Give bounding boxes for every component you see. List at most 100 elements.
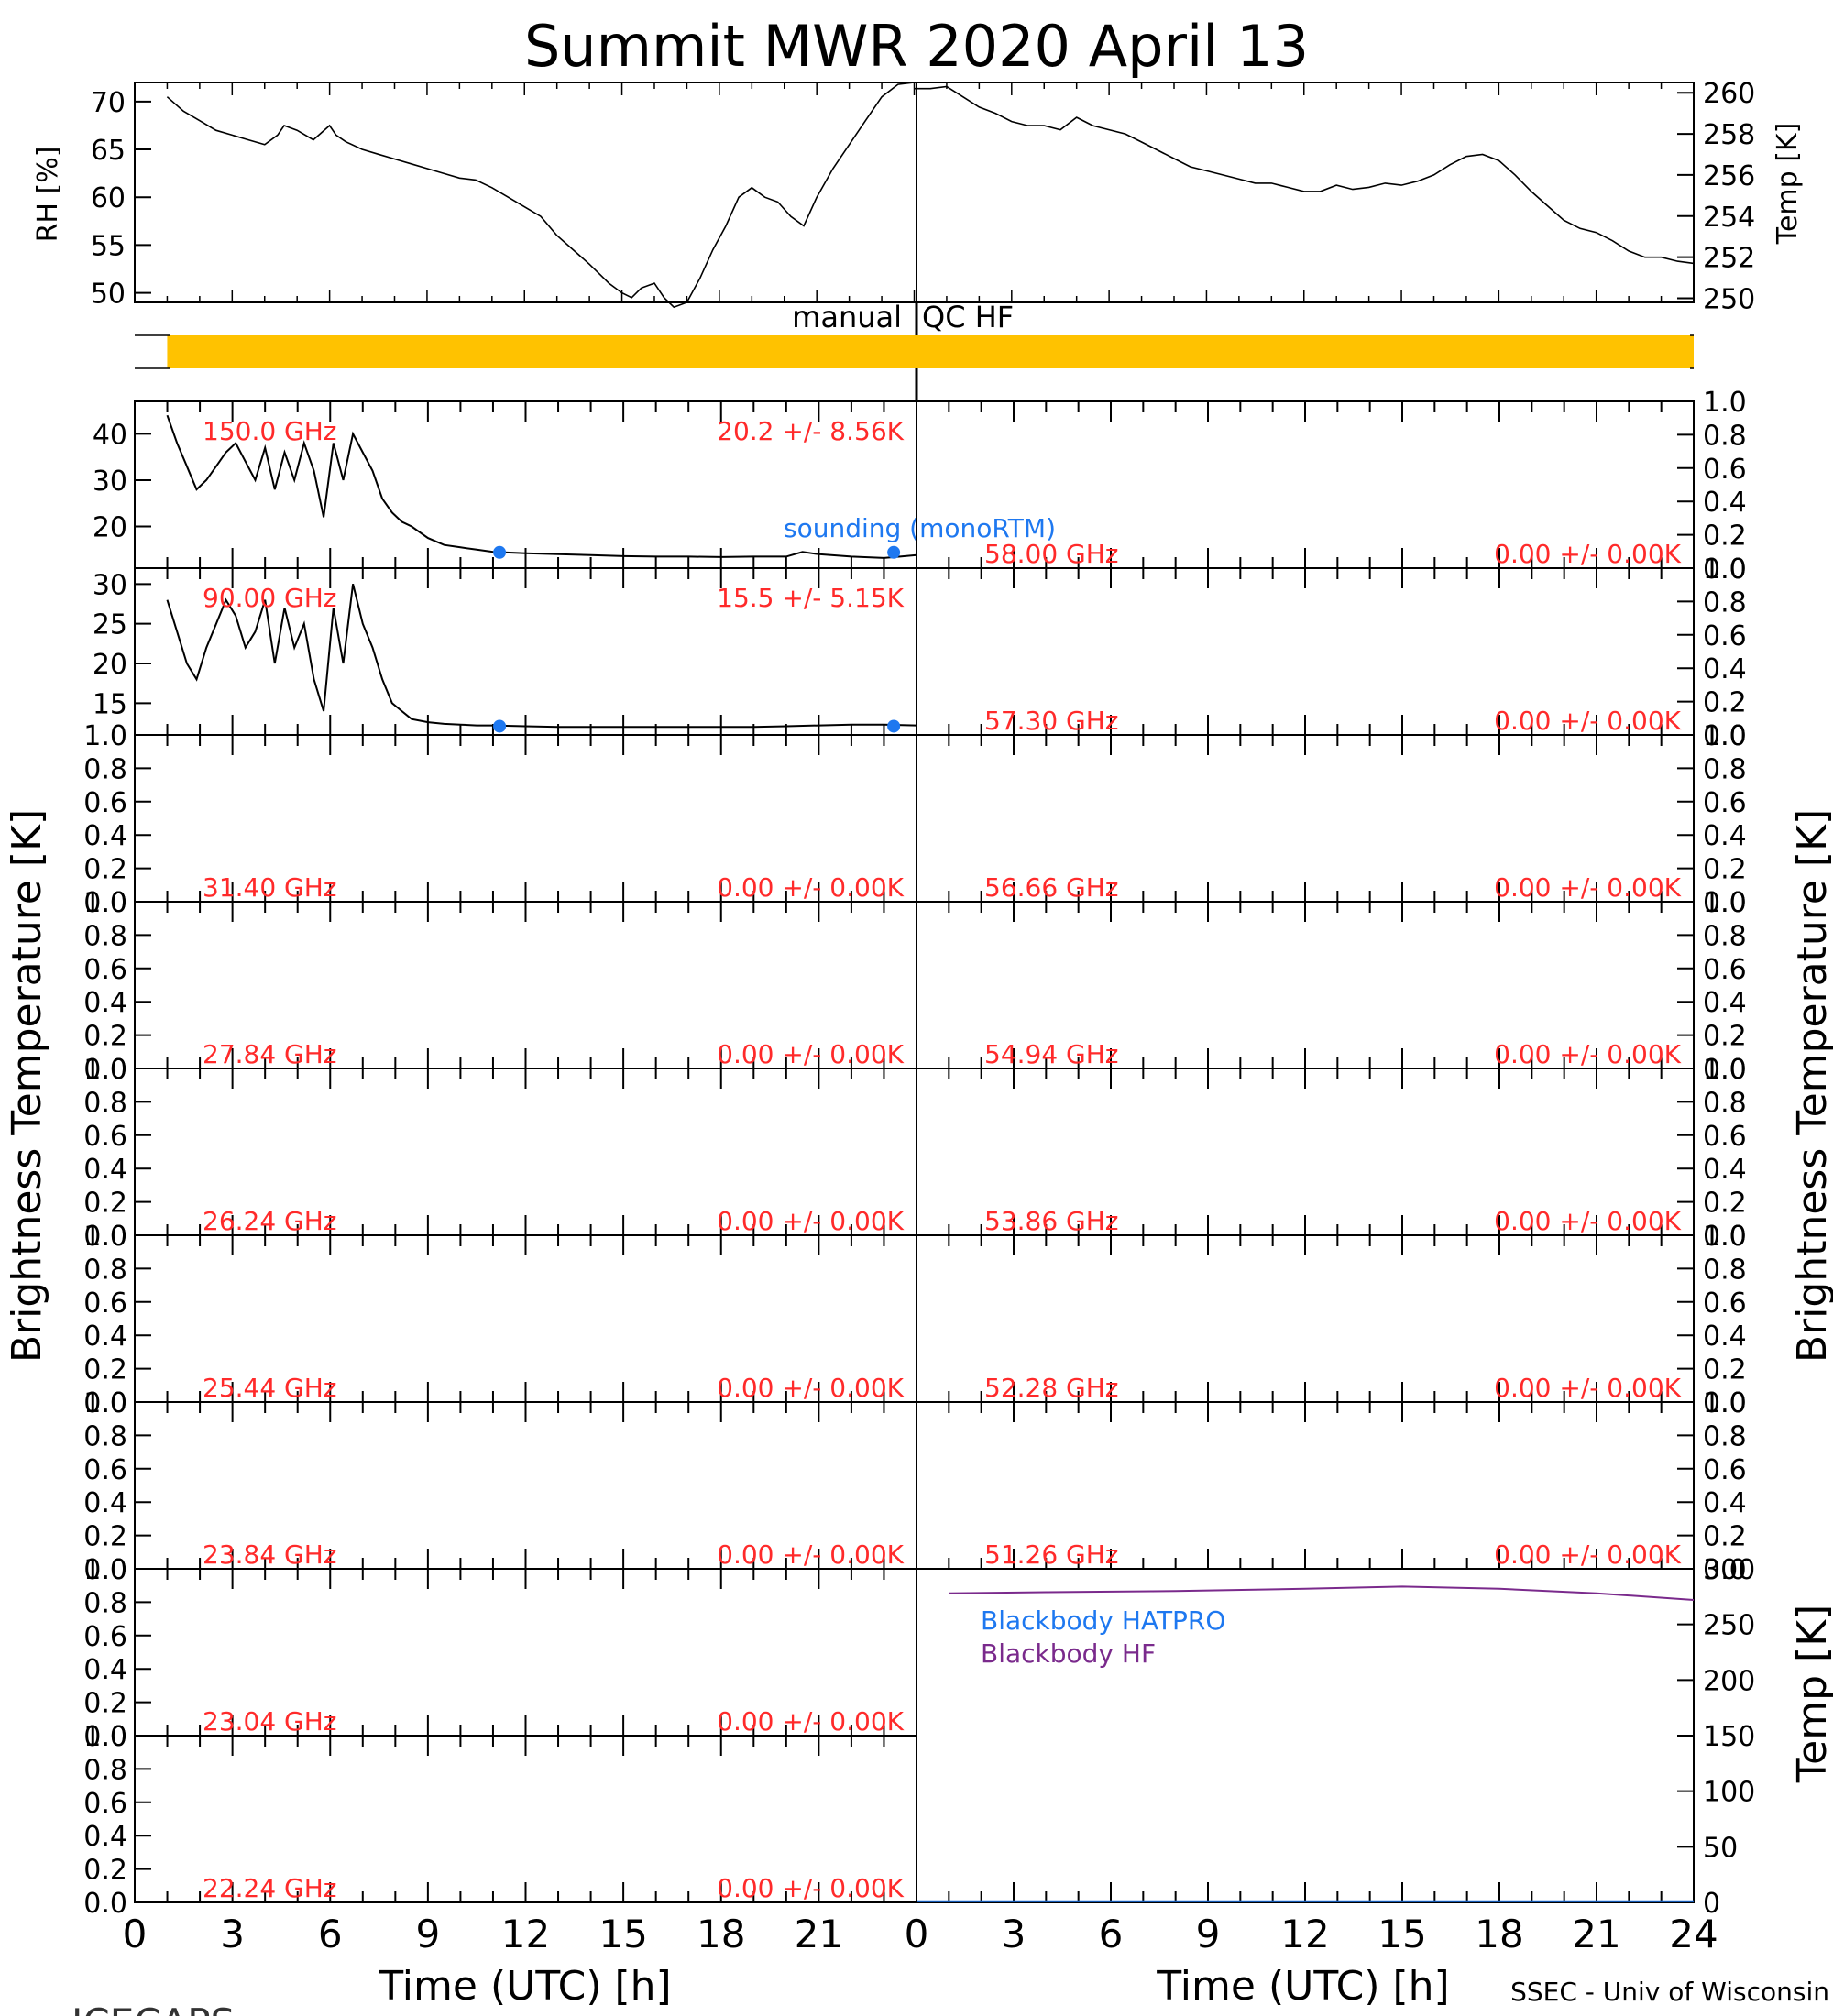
tb-y-tick-label: 0.8 (83, 920, 127, 952)
tb-panel-right-6: 0.00.20.40.60.81.052.28 GHz 0.00 +/- 0.00… (916, 1221, 1747, 1419)
blackbody-y-tick-label: 150 (1703, 1721, 1755, 1753)
time-tick-label-right: 3 (1002, 1912, 1026, 1956)
tb-stats-label: 0.00 +/- 0.00K (1494, 706, 1681, 736)
tb-panel-right-5: 0.00.20.40.60.81.053.86 GHz 0.00 +/- 0.00… (916, 1054, 1747, 1253)
frequency-label: 51.26 GHz (984, 1539, 1119, 1570)
tb-ylabel-left: Brightness Temperature [K] (4, 809, 50, 1363)
tb-y-tick-label: 0.0 (83, 1387, 127, 1419)
tb-y-tick-label: 0.0 (83, 1221, 127, 1253)
tb-y-tick-label: 1.0 (1703, 720, 1747, 752)
tb-y-tick-label: 0.0 (83, 1054, 127, 1086)
tb-y-tick-label: 1.0 (83, 1054, 127, 1086)
temp-series-line (914, 85, 1695, 265)
rh-tick-label: 65 (91, 135, 126, 167)
frequency-label: 23.84 GHz (203, 1539, 337, 1570)
tb-y-tick-label: 0.6 (83, 1121, 127, 1153)
tb-y-tick-label: 0.0 (83, 887, 127, 919)
frequency-label: 27.84 GHz (203, 1039, 337, 1069)
tb-y-tick-label: 0.0 (83, 1721, 127, 1753)
tb-stats-label: 0.00 +/- 0.00K (717, 1206, 904, 1236)
blackbody-y-tick-label: 100 (1703, 1777, 1755, 1809)
temp-axis-label: Temp [K] (1772, 123, 1804, 246)
tb-panel-left-3: 0.00.20.40.60.81.031.40 GHz 0.00 +/- 0.00… (83, 720, 917, 919)
tb-y-tick-label: 0.6 (1703, 954, 1747, 986)
tb-y-tick-label: 0.4 (1703, 820, 1747, 852)
time-tick-label-right: 0 (905, 1912, 929, 1956)
temp-tick-label: 252 (1703, 243, 1755, 275)
tb-y-tick-label: 0.0 (83, 1554, 127, 1586)
blackbody-y-tick-label: 250 (1703, 1610, 1755, 1642)
qc-row-label-left: manual (792, 300, 902, 334)
tb-y-tick-label: 1.0 (83, 887, 127, 919)
tb-y-tick-label: 0.2 (1703, 854, 1747, 886)
tb-y-tick-label: 0.0 (1703, 1221, 1747, 1253)
tb-stats-label: 0.00 +/- 0.00K (717, 872, 904, 903)
frequency-label: 23.04 GHz (203, 1706, 337, 1737)
tb-panel-left-7: 0.00.20.40.60.81.023.84 GHz 0.00 +/- 0.00… (83, 1387, 917, 1586)
tb-y-tick-label: 0.4 (83, 1320, 127, 1353)
tb-y-tick-label: 0.8 (1703, 1254, 1747, 1286)
time-tick-label-right: 15 (1377, 1912, 1426, 1956)
tb-y-tick-label: 0.4 (1703, 1154, 1747, 1186)
tb-y-tick-label: 1.0 (1703, 1387, 1747, 1419)
time-tick-label-right: 18 (1475, 1912, 1523, 1956)
tb-y-tick-label: 0.2 (83, 1855, 127, 1887)
tb-y-tick-label: 0.8 (83, 1087, 127, 1119)
tb-stats-label: 0.00 +/- 0.00K (1494, 539, 1681, 569)
rh-tick-label: 70 (91, 87, 126, 119)
legend-blackbody-hf: Blackbody HF (981, 1638, 1156, 1669)
tb-y-tick-label: 30 (93, 466, 127, 498)
tb-y-tick-label: 0.8 (1703, 753, 1747, 785)
tb-y-tick-label: 0.4 (1703, 987, 1747, 1019)
tb-y-tick-label: 0.0 (83, 1888, 127, 1920)
tb-stats-label: 0.00 +/- 0.00K (717, 1873, 904, 1903)
tb-y-tick-label: 1.0 (83, 1721, 127, 1753)
tb-stats-label: 0.00 +/- 0.00K (1494, 1539, 1681, 1570)
tb-y-tick-label: 0.6 (83, 1788, 127, 1820)
sounding-point (887, 719, 901, 733)
sounding-point (493, 719, 507, 733)
footer-right: SSEC - Univ of Wisconsin (1510, 1977, 1829, 2007)
frequency-label: 56.66 GHz (984, 872, 1119, 903)
sounding-point (887, 545, 901, 559)
rh-series-line (166, 82, 915, 309)
tb-y-tick-label: 0.6 (83, 787, 127, 819)
time-tick-label-right: 24 (1669, 1912, 1718, 1956)
tb-stats-label: 0.00 +/- 0.00K (717, 1373, 904, 1403)
tb-y-tick-label: 1.0 (83, 1554, 127, 1586)
tb-y-tick-label: 1.0 (83, 720, 127, 752)
time-tick-label-right: 6 (1099, 1912, 1124, 1956)
tb-y-tick-label: 0.2 (1703, 1354, 1747, 1386)
tb-panel-right-1: 0.00.20.40.60.81.058.00 GHz 0.00 +/- 0.00… (916, 387, 1747, 586)
time-tick-label-left: 6 (318, 1912, 343, 1956)
time-tick-label-right: 9 (1196, 1912, 1221, 1956)
tb-y-tick-label: 0.2 (1703, 687, 1747, 719)
tb-panel-left-4: 0.00.20.40.60.81.027.84 GHz 0.00 +/- 0.00… (83, 887, 917, 1086)
tb-y-tick-label: 0.6 (1703, 1287, 1747, 1320)
rh-tick-label: 60 (91, 182, 126, 214)
tb-y-tick-label: 20 (93, 512, 127, 544)
temp-tick-label: 256 (1703, 160, 1755, 192)
tb-stats-label: 0.00 +/- 0.00K (717, 1039, 904, 1069)
tb-stats-label: 0.00 +/- 0.00K (717, 1539, 904, 1570)
time-tick-label-left: 21 (795, 1912, 843, 1956)
footer-left: ICECAPS (71, 2000, 235, 2016)
tb-y-tick-label: 0.8 (1703, 1420, 1747, 1452)
tb-y-tick-label: 0.0 (1703, 1054, 1747, 1086)
tb-y-tick-label: 20 (93, 649, 127, 681)
tb-y-tick-label: 15 (93, 688, 127, 720)
tb-y-tick-label: 0.8 (83, 1420, 127, 1452)
tb-stats-label: 0.00 +/- 0.00K (717, 1706, 904, 1737)
tb-y-tick-label: 0.6 (83, 1454, 127, 1486)
frequency-label: 22.24 GHz (203, 1873, 337, 1903)
tb-y-tick-label: 0.4 (83, 1821, 127, 1853)
rh-tick-label: 50 (91, 279, 126, 311)
tb-y-tick-label: 0.4 (1703, 1487, 1747, 1519)
tb-y-tick-label: 0.8 (83, 1587, 127, 1619)
tb-panel-left-1: 20 30 40 sounding (monoRTM) 150.0 GHz 20.2 +/… (93, 400, 1056, 569)
tb-y-tick-label: 0.0 (1703, 1387, 1747, 1419)
tb-panel-left-6: 0.00.20.40.60.81.025.44 GHz 0.00 +/- 0.00… (83, 1221, 917, 1419)
qc-segment-bar (167, 335, 1694, 368)
